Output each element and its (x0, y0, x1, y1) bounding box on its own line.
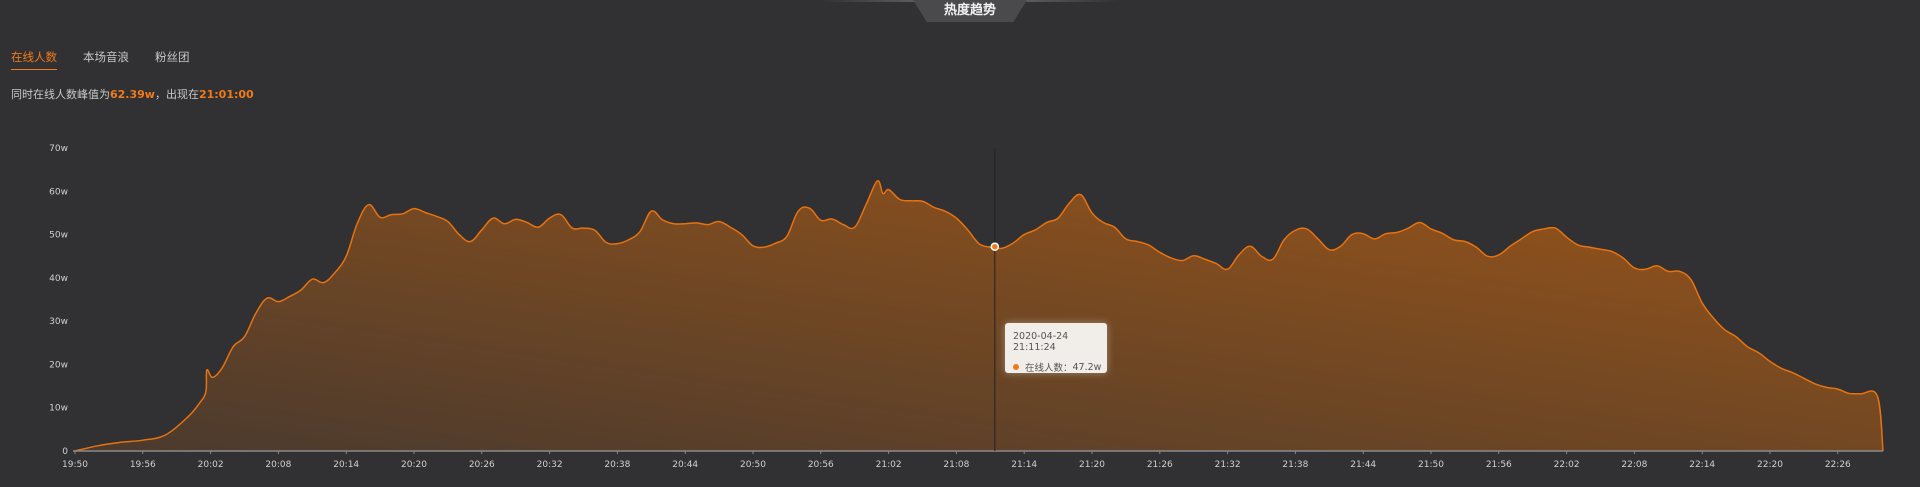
tooltip-value: 47.2w (1072, 361, 1102, 373)
x-tick-label: 22:14 (1689, 460, 1715, 470)
x-tick-label: 20:38 (604, 460, 630, 470)
x-tick-label: 20:32 (537, 460, 563, 470)
x-tick-label: 21:02 (876, 460, 902, 470)
peak-time: 21:01:00 (198, 88, 254, 101)
summary-middle: ，出现在 (154, 88, 199, 101)
x-tick-label: 21:20 (1079, 460, 1105, 470)
x-tick-label: 19:56 (130, 460, 156, 470)
tab-online-users[interactable]: 在线人数 (11, 49, 57, 70)
metric-tabs: 在线人数 本场音浪 粉丝团 (11, 49, 190, 70)
y-tick-label: 0 (62, 447, 68, 457)
y-tick-label: 70w (49, 144, 68, 154)
y-axis: 0 10w 20w 30w 40w 50w 60w 70w (49, 144, 68, 457)
x-tick-label: 20:08 (265, 460, 291, 470)
page-title: 热度趋势 (913, 0, 1027, 22)
area-fill (75, 180, 1883, 451)
x-tick-label: 21:56 (1486, 460, 1512, 470)
x-axis: 19:50 19:56 20:02 20:08 20:14 20:20 20:26 20:32… (62, 451, 1851, 470)
series-dot-icon (1013, 364, 1019, 370)
y-tick-label: 40w (49, 274, 68, 284)
summary-prefix: 同时在线人数峰值为 (11, 88, 110, 101)
x-tick-label: 22:08 (1621, 460, 1647, 470)
y-tick-label: 50w (49, 231, 68, 241)
x-tick-label: 21:32 (1215, 460, 1241, 470)
peak-value: 62.39w (110, 88, 155, 101)
x-tick-label: 20:26 (469, 460, 495, 470)
y-tick-label: 20w (49, 360, 68, 370)
peak-summary: 同时在线人数峰值为62.39w，出现在21:01:00 (11, 86, 254, 102)
x-tick-label: 20:50 (740, 460, 766, 470)
y-tick-label: 60w (49, 187, 68, 197)
x-tick-label: 20:02 (198, 460, 224, 470)
tab-gift-value[interactable]: 本场音浪 (83, 50, 129, 64)
x-tick-label: 20:56 (808, 460, 834, 470)
x-tick-label: 21:26 (1147, 460, 1173, 470)
x-tick-label: 20:44 (672, 460, 698, 470)
tooltip: 2020-04-24 21:11:24 在线人数： 47.2w (1005, 323, 1107, 374)
x-tick-label: 21:50 (1418, 460, 1444, 470)
x-tick-label: 21:14 (1011, 460, 1037, 470)
x-tick-label: 20:20 (401, 460, 427, 470)
x-tick-label: 22:20 (1757, 460, 1783, 470)
x-tick-label: 20:14 (333, 460, 359, 470)
tooltip-label: 在线人数： (1025, 363, 1073, 374)
y-tick-label: 10w (49, 404, 68, 414)
x-tick-label: 22:02 (1554, 460, 1580, 470)
hover-point (990, 242, 1000, 251)
x-tick-label: 21:44 (1350, 460, 1376, 470)
tab-fan-club[interactable]: 粉丝团 (155, 50, 190, 64)
x-tick-label: 21:08 (943, 460, 969, 470)
x-tick-label: 22:26 (1825, 460, 1851, 470)
x-tick-label: 21:38 (1282, 460, 1308, 470)
x-tick-label: 19:50 (62, 460, 88, 470)
y-tick-label: 30w (49, 317, 68, 327)
tooltip-datetime: 2020-04-24 21:11:24 (1013, 331, 1069, 353)
